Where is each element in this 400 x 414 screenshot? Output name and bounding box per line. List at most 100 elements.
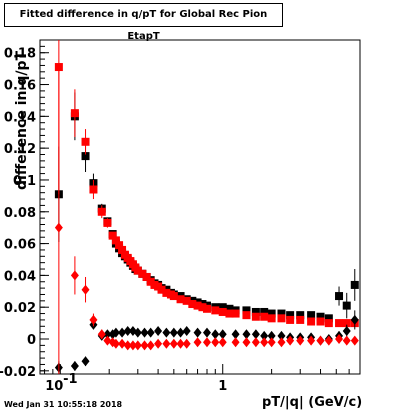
- data-point-diamond: [169, 327, 178, 338]
- data-point-diamond: [316, 335, 325, 346]
- data-point-square: [342, 319, 351, 328]
- data-point-square: [231, 309, 240, 318]
- data-point-diamond: [342, 326, 351, 337]
- data-point-square: [225, 309, 234, 318]
- x-tick-label: 10: [45, 379, 63, 394]
- data-point-diamond: [350, 314, 359, 325]
- data-point-diamond: [97, 329, 106, 340]
- data-point-square: [81, 152, 90, 161]
- data-point-square: [225, 304, 234, 313]
- data-point-square: [242, 306, 251, 315]
- data-point-square: [198, 303, 207, 312]
- data-point-diamond: [118, 338, 127, 349]
- data-point-diamond: [342, 335, 351, 346]
- data-point-diamond: [286, 335, 295, 346]
- data-point-diamond: [176, 338, 185, 349]
- data-point-square: [97, 207, 106, 216]
- data-point-square: [335, 292, 344, 301]
- timestamp-footer: Wed Jan 31 10:55:18 2018: [4, 400, 123, 409]
- data-point-square: [108, 231, 117, 240]
- data-point-square: [115, 241, 124, 250]
- data-point-square: [277, 309, 286, 318]
- data-point-diamond: [242, 329, 251, 340]
- data-point-diamond: [193, 337, 202, 348]
- y-axis-label: difference in q/pT: [14, 50, 30, 190]
- data-point-square: [138, 269, 147, 278]
- data-point-square: [342, 301, 351, 310]
- data-point-diamond: [146, 327, 155, 338]
- y-tick-label: 0: [27, 333, 36, 348]
- data-point-diamond: [218, 329, 227, 340]
- data-point-square: [260, 312, 269, 321]
- data-point-square: [118, 245, 127, 254]
- data-point-square: [133, 266, 142, 275]
- data-point-diamond: [176, 327, 185, 338]
- data-point-diamond: [218, 337, 227, 348]
- data-point-square: [286, 311, 295, 320]
- y-tick-label: 0.16: [4, 79, 36, 94]
- data-point-square: [111, 236, 120, 245]
- data-point-diamond: [267, 330, 276, 341]
- data-point-square: [286, 315, 295, 324]
- data-point-diamond: [128, 340, 137, 351]
- y-tick-label: 0.14: [4, 110, 36, 125]
- data-point-diamond: [140, 327, 149, 338]
- y-tick-label: -0.02: [0, 365, 36, 380]
- data-point-square: [176, 295, 185, 304]
- data-point-square: [260, 307, 269, 316]
- plot-frame: [39, 39, 361, 375]
- data-point-square: [267, 309, 276, 318]
- data-point-diamond: [182, 326, 191, 337]
- data-point-square: [54, 63, 63, 72]
- axis-ticks: [40, 45, 350, 374]
- data-point-square: [81, 137, 90, 146]
- data-point-square: [307, 311, 316, 320]
- data-point-diamond: [267, 337, 276, 348]
- data-point-square: [89, 185, 98, 194]
- data-point-diamond: [193, 327, 202, 338]
- y-tick-label: 0.08: [4, 206, 36, 221]
- data-point-diamond: [111, 338, 120, 349]
- data-point-square: [350, 280, 359, 289]
- data-point-diamond: [260, 337, 269, 348]
- data-point-square: [335, 319, 344, 328]
- data-point-diamond: [260, 330, 269, 341]
- data-point-square: [316, 312, 325, 321]
- data-point-square: [70, 109, 79, 118]
- data-point-square: [277, 314, 286, 323]
- y-tick-label: 0.06: [4, 238, 36, 253]
- data-point-diamond: [211, 329, 220, 340]
- data-point-diamond: [277, 337, 286, 348]
- data-point-diamond: [123, 326, 132, 337]
- y-tick-label: 0.1: [13, 174, 36, 189]
- y-tick-label: 0.12: [4, 142, 36, 157]
- data-point-diamond: [277, 330, 286, 341]
- data-point-square: [157, 285, 166, 294]
- chart-title: Fitted difference in q/pT for Global Rec…: [4, 3, 283, 42]
- data-point-square: [316, 317, 325, 326]
- data-point-diamond: [103, 329, 112, 340]
- data-point-square: [324, 314, 333, 323]
- data-point-diamond: [133, 340, 142, 351]
- data-point-square: [296, 315, 305, 324]
- data-point-square: [218, 303, 227, 312]
- data-point-diamond: [324, 335, 333, 346]
- data-point-diamond: [202, 337, 211, 348]
- x-axis-label: pT/|q| (GeV/c): [262, 395, 363, 410]
- data-point-diamond: [211, 337, 220, 348]
- data-point-diamond: [154, 338, 163, 349]
- data-point-diamond: [81, 356, 90, 367]
- data-point-diamond: [89, 314, 98, 325]
- data-point-square: [202, 304, 211, 313]
- data-point-diamond: [296, 335, 305, 346]
- data-point-square: [142, 272, 151, 281]
- data-point-diamond: [123, 340, 132, 351]
- data-point-diamond: [242, 337, 251, 348]
- data-point-diamond: [335, 334, 344, 345]
- data-point-diamond: [70, 361, 79, 372]
- data-point-diamond: [133, 327, 142, 338]
- data-point-square: [193, 301, 202, 310]
- data-point-square: [296, 311, 305, 320]
